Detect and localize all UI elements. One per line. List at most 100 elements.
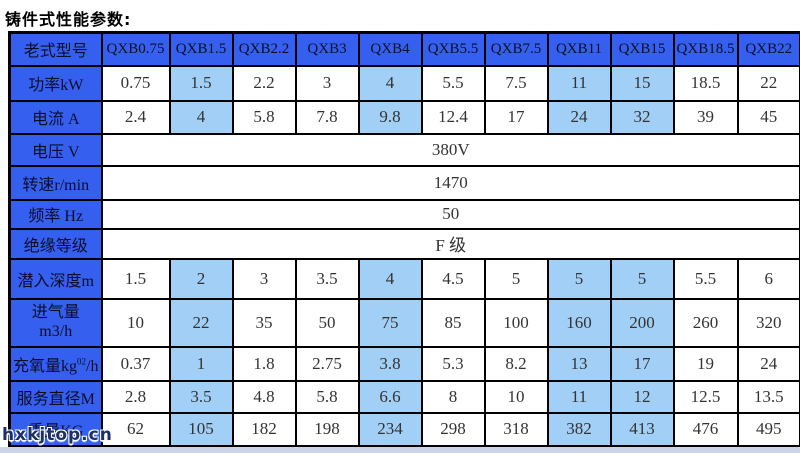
row-label: 电流 A	[8, 99, 103, 135]
spec-cell: 0.75	[100, 64, 171, 102]
spec-cell: 45	[736, 99, 800, 135]
spec-cell: 17	[609, 345, 675, 382]
spec-cell: 13	[546, 345, 612, 382]
model-header: QXB18.5	[672, 31, 739, 67]
row-label: 电压 V	[8, 132, 103, 167]
spec-cell: 10	[100, 297, 171, 348]
spec-table: 老式型号 QXB0.75 QXB1.5 QXB2.2 QXB3 QXB4 QXB5.5 QXB…	[8, 31, 800, 448]
table-row: 电流 A 2.4 4 5.8 7.8 9.8 12.4 17 24 32 39 45	[8, 99, 800, 135]
spec-cell: 2.75	[294, 345, 360, 382]
spec-cell: 318	[483, 411, 549, 448]
spec-cell: 298	[420, 411, 486, 448]
spec-cell: 22	[168, 297, 234, 348]
spec-cell: 413	[609, 411, 675, 448]
spec-cell: 234	[357, 411, 423, 448]
spec-cell: 7.8	[294, 99, 360, 135]
row-label: 转速r/min	[8, 164, 103, 201]
spec-cell: 10	[483, 379, 549, 414]
spec-cell: 2	[168, 257, 234, 300]
spec-cell: 105	[168, 411, 234, 448]
table-row: 服务直径M 2.8 3.5 4.8 5.8 6.6 8 10 11 12 12.5 13.5	[8, 379, 800, 414]
merged-value-cell: F 级	[100, 227, 800, 260]
row-label: 服务直径M	[8, 379, 103, 414]
merged-value-cell: 1470	[100, 164, 800, 201]
spec-cell: 75	[357, 297, 423, 348]
table-row: 潜入深度m 1.5 2 3 3.5 4 4.5 5 5 5 5.5 6	[8, 257, 800, 300]
spec-cell: 39	[672, 99, 739, 135]
corner-label: 老式型号	[8, 31, 103, 67]
table-row: 重量KG 62 105 182 198 234 298 318 382 413 476 495	[8, 411, 800, 448]
watermark-text: hxkjtop.cn	[2, 425, 113, 445]
header-row: 老式型号 QXB0.75 QXB1.5 QXB2.2 QXB3 QXB4 QXB5.5 QXB…	[8, 31, 800, 67]
spec-cell: 100	[483, 297, 549, 348]
spec-cell: 382	[546, 411, 612, 448]
row-label: 功率kW	[8, 64, 103, 102]
spec-cell: 3	[294, 64, 360, 102]
model-header: QXB4	[357, 31, 423, 67]
spec-cell: 85	[420, 297, 486, 348]
spec-cell: 18.5	[672, 64, 739, 102]
bottom-strip	[0, 447, 800, 453]
spec-cell: 1.8	[231, 345, 297, 382]
spec-cell: 4	[168, 99, 234, 135]
model-header: QXB15	[609, 31, 675, 67]
spec-cell: 12.5	[672, 379, 739, 414]
spec-cell: 200	[609, 297, 675, 348]
spec-cell: 198	[294, 411, 360, 448]
spec-cell: 495	[736, 411, 800, 448]
table-row: 转速r/min 1470	[8, 164, 800, 201]
spec-cell: 6.6	[357, 379, 423, 414]
row-label: 绝缘等级	[8, 227, 103, 260]
row-label: 充氧量kg02/h	[8, 345, 103, 382]
table-row: 频率 Hz 50	[8, 198, 800, 230]
model-header: QXB22	[736, 31, 800, 67]
spec-cell: 160	[546, 297, 612, 348]
merged-value-cell: 50	[100, 198, 800, 230]
spec-cell: 12.4	[420, 99, 486, 135]
spec-cell: 9.8	[357, 99, 423, 135]
spec-cell: 24	[546, 99, 612, 135]
model-header: QXB2.2	[231, 31, 297, 67]
model-header: QXB3	[294, 31, 360, 67]
spec-cell: 182	[231, 411, 297, 448]
spec-cell: 15	[609, 64, 675, 102]
spec-cell: 50	[294, 297, 360, 348]
spec-cell: 4.5	[420, 257, 486, 300]
model-header: QXB0.75	[100, 31, 171, 67]
row-label: 进气量 m3/h	[8, 297, 103, 348]
spec-cell: 19	[672, 345, 739, 382]
model-header: QXB7.5	[483, 31, 549, 67]
spec-cell: 3.8	[357, 345, 423, 382]
spec-cell: 2.4	[100, 99, 171, 135]
spec-cell: 5.8	[294, 379, 360, 414]
spec-cell: 476	[672, 411, 739, 448]
row-label: 重量KG	[8, 411, 103, 448]
spec-cell: 3.5	[168, 379, 234, 414]
spec-cell: 0.37	[100, 345, 171, 382]
spec-cell: 13.5	[736, 379, 800, 414]
spec-cell: 3	[231, 257, 297, 300]
spec-cell: 8	[420, 379, 486, 414]
spec-cell: 17	[483, 99, 549, 135]
spec-cell: 7.5	[483, 64, 549, 102]
spec-table-body: 老式型号 QXB0.75 QXB1.5 QXB2.2 QXB3 QXB4 QXB5.5 QXB…	[8, 31, 800, 448]
spec-cell: 5.5	[672, 257, 739, 300]
spec-cell: 2.8	[100, 379, 171, 414]
spec-cell: 22	[736, 64, 800, 102]
spec-cell: 11	[546, 64, 612, 102]
spec-cell: 8.2	[483, 345, 549, 382]
spec-cell: 32	[609, 99, 675, 135]
spec-cell: 1.5	[168, 64, 234, 102]
spec-cell: 4	[357, 64, 423, 102]
model-header: QXB5.5	[420, 31, 486, 67]
spec-cell: 260	[672, 297, 739, 348]
spec-cell: 2.2	[231, 64, 297, 102]
spec-cell: 3.5	[294, 257, 360, 300]
table-row: 电压 V 380V	[8, 132, 800, 167]
spec-cell: 4.8	[231, 379, 297, 414]
spec-cell: 6	[736, 257, 800, 300]
spec-cell: 1	[168, 345, 234, 382]
model-header: QXB11	[546, 31, 612, 67]
spec-cell: 5	[483, 257, 549, 300]
